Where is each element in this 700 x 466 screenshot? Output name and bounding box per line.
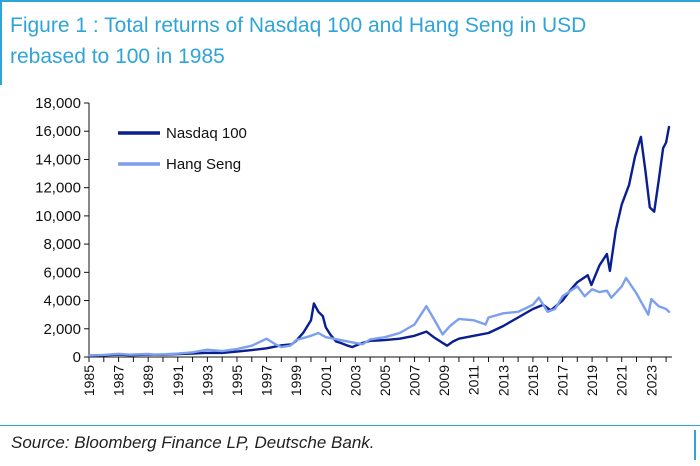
x-tick-label: 2019 <box>584 365 600 396</box>
x-tick-label: 1993 <box>199 365 215 396</box>
x-tick-label: 1987 <box>111 365 127 396</box>
x-tick-label: 1995 <box>229 365 245 396</box>
source-note: Source: Bloomberg Finance LP, Deutsche B… <box>11 433 375 452</box>
frame-top-rule <box>0 0 700 2</box>
x-tick-label: 2011 <box>466 365 482 395</box>
x-tick-label: 2007 <box>407 365 423 396</box>
x-tick-label: 1999 <box>288 365 304 396</box>
x-tick-label: 1985 <box>81 365 97 396</box>
x-tick-label: 2003 <box>347 365 363 396</box>
x-tick-label: 2009 <box>436 365 452 396</box>
series-line-hang-seng <box>87 276 671 357</box>
frame-right-rule <box>694 430 696 460</box>
chart-figure-title: Figure 1 : Total returns of Nasdaq 100 a… <box>10 10 690 72</box>
series-layer <box>87 125 671 357</box>
source-rule <box>0 425 700 426</box>
title-line-1: Figure 1 : Total returns of Nasdaq 100 a… <box>10 14 587 37</box>
frame-left-rule <box>0 0 2 85</box>
y-tick-label: 6,000 <box>43 264 81 281</box>
y-tick-label: 4,000 <box>43 293 81 310</box>
y-tick-label: 14,000 <box>35 151 81 168</box>
x-tick-label: 2023 <box>643 365 659 396</box>
y-tick-label: 18,000 <box>35 95 81 112</box>
title-line-2: rebased to 100 in 1985 <box>10 45 225 68</box>
x-tick-label: 2005 <box>377 365 393 396</box>
y-tick-label: 16,000 <box>35 123 81 140</box>
legend-label: Nasdaq 100 <box>166 125 247 142</box>
legend-label: Hang Seng <box>166 156 241 173</box>
y-tick-label: 2,000 <box>43 321 81 338</box>
series-line-nasdaq-100 <box>87 125 671 357</box>
y-tick-label: 12,000 <box>35 180 81 197</box>
x-tick-label: 1989 <box>140 365 156 396</box>
y-tick-label: 8,000 <box>43 236 81 253</box>
legend: Nasdaq 100 Hang Seng <box>118 125 247 173</box>
y-tick-label: 10,000 <box>35 208 81 225</box>
x-tick-label: 2013 <box>495 365 511 396</box>
line-chart: 0 2,000 4,000 6,000 8,000 10,000 12,000 14,000 1… <box>35 95 672 396</box>
x-tick-label: 2001 <box>318 365 334 396</box>
x-tick-label: 2021 <box>614 365 630 396</box>
x-tick-label: 1991 <box>170 365 186 396</box>
y-axis: 0 2,000 4,000 6,000 8,000 10,000 12,000 14,000 1… <box>35 95 90 366</box>
x-tick-label: 2015 <box>525 365 541 396</box>
x-tick-label: 2017 <box>555 365 571 396</box>
x-tick-label: 1997 <box>259 365 275 396</box>
x-axis: 1985 1987 1989 1991 1993 1995 1997 1999 2001 2003… <box>81 356 672 396</box>
y-tick-label: 0 <box>73 349 81 366</box>
